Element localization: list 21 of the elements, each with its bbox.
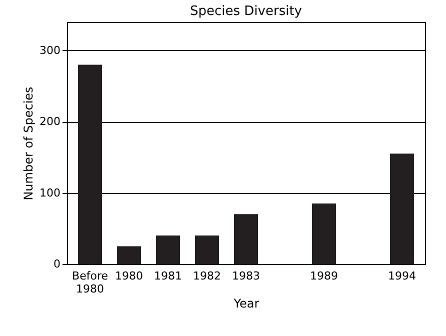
chart-title: Species Diversity [190,4,302,19]
bar [234,214,258,264]
x-tick-label: 1982 [193,270,221,282]
x-tick-label: 1994 [388,270,416,282]
bar [195,236,219,264]
x-tick-label: 1989 [310,270,338,282]
bar [312,204,336,264]
x-tick-label: Before 1980 [72,270,108,296]
y-tick-label: 0 [54,258,60,270]
bar [390,154,414,264]
x-tick-label: 1980 [115,270,144,282]
y-axis-title: Number of Species [22,86,36,200]
y-tick-label: 100 [40,186,60,200]
x-tick-label: 1981 [154,270,182,282]
x-axis-title: Year [232,296,260,310]
y-tick-label: 300 [40,44,60,57]
y-tick-label: 200 [40,115,60,128]
x-tick-label: 1983 [232,270,260,282]
bar [156,236,180,264]
bar [78,64,102,264]
bar [117,246,142,264]
